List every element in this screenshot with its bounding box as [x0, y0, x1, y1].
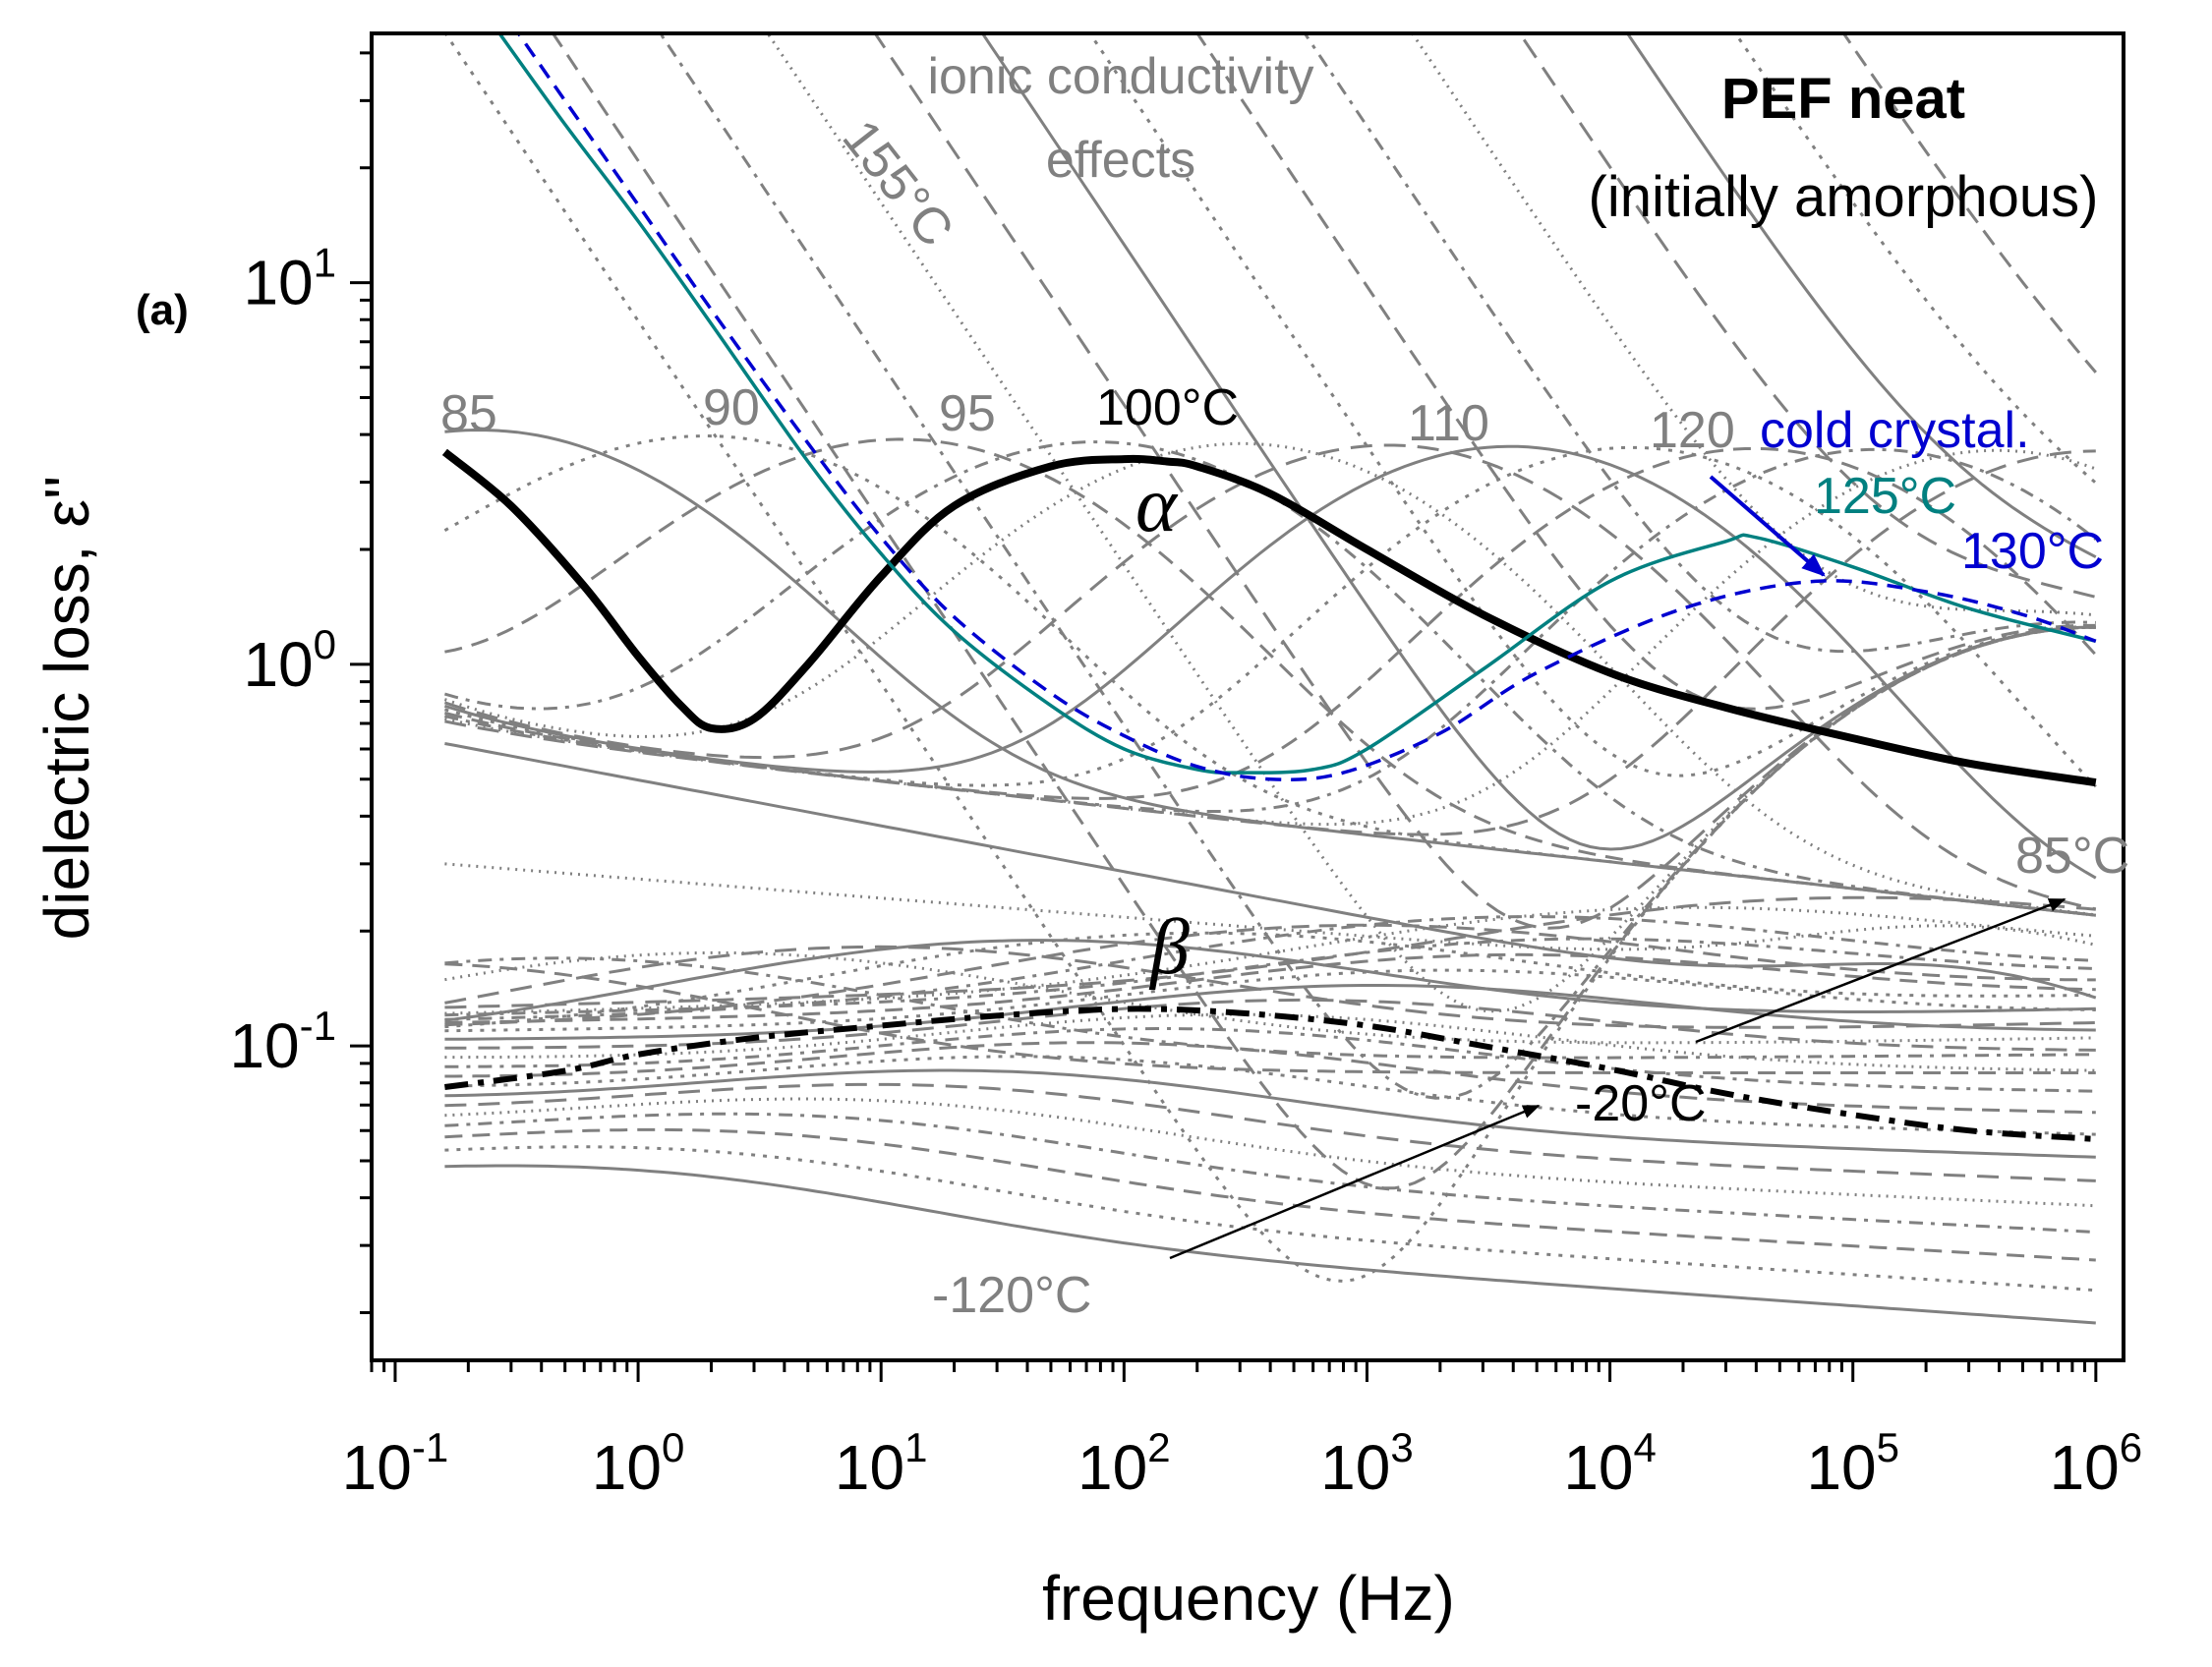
- annotation-arrows: [1169, 475, 2066, 1260]
- y-tick-label: 100: [243, 621, 336, 700]
- x-tick-label: 106: [2050, 1424, 2143, 1503]
- background-curve: [444, 1112, 2096, 1234]
- chart-subtitle: (initially amorphous): [1589, 165, 2099, 229]
- background-curve: [444, 915, 2096, 1021]
- background-curve: [444, 437, 2096, 917]
- background-curve: [443, 441, 2096, 917]
- background-curve: [1733, 33, 2097, 485]
- background-curve: [1518, 33, 2097, 599]
- x-tick-label: 100: [592, 1424, 685, 1503]
- background-curve: [444, 998, 2096, 1052]
- x-tick-label: 105: [1806, 1424, 1899, 1503]
- chart-title: PEF neat: [1721, 67, 1965, 131]
- background-curve: [444, 1012, 2096, 1072]
- y-tick-label: 101: [243, 240, 336, 318]
- axis-ticks: [350, 51, 2098, 1382]
- highlighted-curves: [441, 33, 2097, 1142]
- annotation-85: 85: [440, 385, 497, 442]
- background-curve: [444, 742, 2097, 1000]
- annotation-120: 120: [1650, 402, 1735, 459]
- annotation-155C: 155°C: [832, 110, 964, 258]
- annotation-130C: 130°C: [1961, 523, 2104, 580]
- annotation-125C: 125°C: [1814, 468, 1956, 525]
- annotation-90: 90: [703, 379, 760, 436]
- series-line-3: [516, 33, 2097, 781]
- series-line-2: [496, 33, 2097, 775]
- background-curve: [443, 443, 2097, 911]
- annotation-85C-right: 85°C: [2015, 828, 2129, 885]
- background-curve: [443, 433, 2096, 917]
- x-tick-label: 102: [1077, 1424, 1171, 1503]
- annotation-beta: β: [1148, 904, 1190, 991]
- y-axis-title: dielectric loss, ε'': [31, 476, 102, 941]
- background-temperature-curves: [443, 33, 2097, 1325]
- background-curve: [444, 1164, 2096, 1325]
- arrow-to-85C: [1695, 897, 2066, 1044]
- background-curve: [443, 445, 2097, 788]
- x-tick-label: 103: [1320, 1424, 1414, 1503]
- annotation-alpha: α: [1135, 462, 1179, 548]
- background-curve: [444, 905, 2096, 1015]
- background-curve: [1087, 33, 2096, 777]
- background-curve: [444, 945, 2096, 1029]
- background-curve: [444, 1041, 2096, 1115]
- arrow-to-minus20C: [1169, 1104, 1541, 1260]
- background-curve: [444, 1127, 2096, 1262]
- panel-label: (a): [136, 286, 189, 334]
- background-curve: [444, 1097, 2096, 1208]
- background-curve: [444, 923, 2096, 1027]
- annotation-cold-crystal: cold crystal.: [1760, 402, 2030, 459]
- background-curve: [444, 956, 2096, 1060]
- annotation-100C: 100°C: [1096, 379, 1239, 436]
- background-curve: [444, 1082, 2096, 1182]
- background-curve: [444, 895, 2096, 1009]
- background-curve: [444, 1055, 2096, 1136]
- plot-frame: [370, 31, 2125, 1362]
- annotation-minus20C: -20°C: [1575, 1075, 1707, 1132]
- background-curve: [444, 962, 2096, 1074]
- series-line-4: [444, 1006, 2096, 1142]
- annotation-95: 95: [939, 385, 996, 442]
- background-curve: [1195, 33, 2096, 711]
- background-curve: [658, 33, 2096, 1100]
- background-curve: [444, 1027, 2096, 1093]
- background-curve: [443, 33, 2096, 1283]
- annotation-110: 110: [1408, 395, 1489, 452]
- background-curve: [444, 968, 2096, 1033]
- x-tick-label: 10-1: [342, 1424, 449, 1503]
- y-tick-label: 10-1: [229, 1003, 336, 1081]
- x-axis-title: frequency (Hz): [1042, 1563, 1455, 1634]
- annotation-effects: effects: [1046, 132, 1195, 189]
- axis-tick-labels: 10-1 100 101 102 103 104 105 106 10-1 100 101: [229, 240, 2142, 1503]
- annotation-minus120C: -120°C: [932, 1267, 1091, 1324]
- background-curve: [444, 1145, 2096, 1293]
- x-tick-label: 101: [835, 1424, 928, 1503]
- background-curve: [444, 950, 2096, 1045]
- series-line-1: [441, 448, 2097, 787]
- background-curve: [1303, 33, 2096, 654]
- background-curve: [444, 939, 2096, 1022]
- x-tick-label: 104: [1563, 1424, 1657, 1503]
- background-curve: [444, 449, 2096, 836]
- background-curve: [1625, 33, 2097, 559]
- background-curve: [444, 862, 2097, 951]
- background-curve: [444, 1068, 2096, 1159]
- background-curve: [444, 952, 2096, 1024]
- background-curve: [444, 984, 2096, 1041]
- annotation-ionic: ionic conductivity: [927, 48, 1313, 105]
- arrow-cold-crystal: [1709, 475, 1826, 577]
